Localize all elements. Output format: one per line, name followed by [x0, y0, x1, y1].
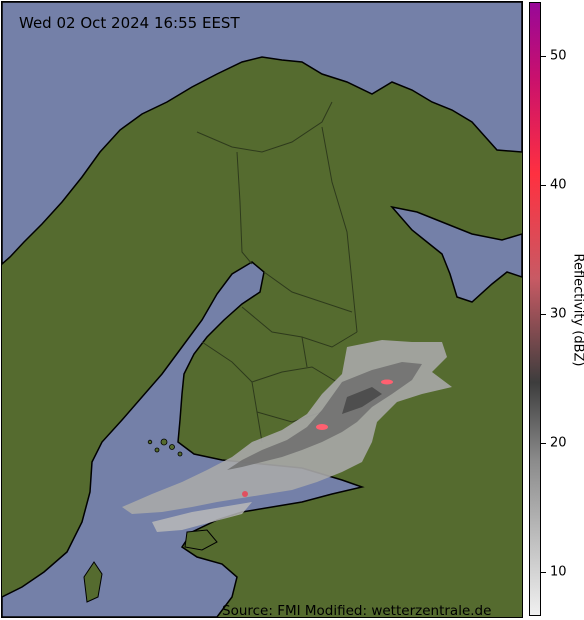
saaremaa-island	[184, 529, 218, 551]
atlantic-ocean	[2, 2, 522, 265]
timestamp-label: Wed 02 Oct 2024 16:55 EEST	[19, 14, 240, 32]
reflectivity-colorbar	[529, 2, 541, 616]
colorbar-tick-label: 40	[550, 177, 567, 193]
colorbar-tick-label: 10	[550, 564, 567, 580]
colorbar-axis-label: Reflectivity (dBZ)	[570, 253, 584, 367]
colorbar-tick	[541, 572, 546, 573]
aland-islands	[147, 438, 183, 457]
radar-echo	[122, 340, 452, 532]
white-sea	[389, 205, 522, 303]
map-canvas	[2, 2, 522, 617]
colorbar-tick-label: 30	[550, 306, 567, 322]
gotland-island	[83, 561, 103, 603]
colorbar-tick	[541, 314, 546, 315]
radar-map[interactable]: Wed 02 Oct 2024 16:55 EEST Source: FMI M…	[1, 1, 523, 618]
region-borders	[196, 101, 358, 443]
colorbar-tick-label: 50	[550, 48, 567, 64]
colorbar-tick-label: 20	[550, 435, 567, 451]
colorbar-tick	[541, 185, 546, 186]
source-credit: Source: FMI Modified: wetterzentrale.de	[222, 603, 492, 618]
colorbar-tick	[541, 56, 546, 57]
colorbar-tick	[541, 443, 546, 444]
